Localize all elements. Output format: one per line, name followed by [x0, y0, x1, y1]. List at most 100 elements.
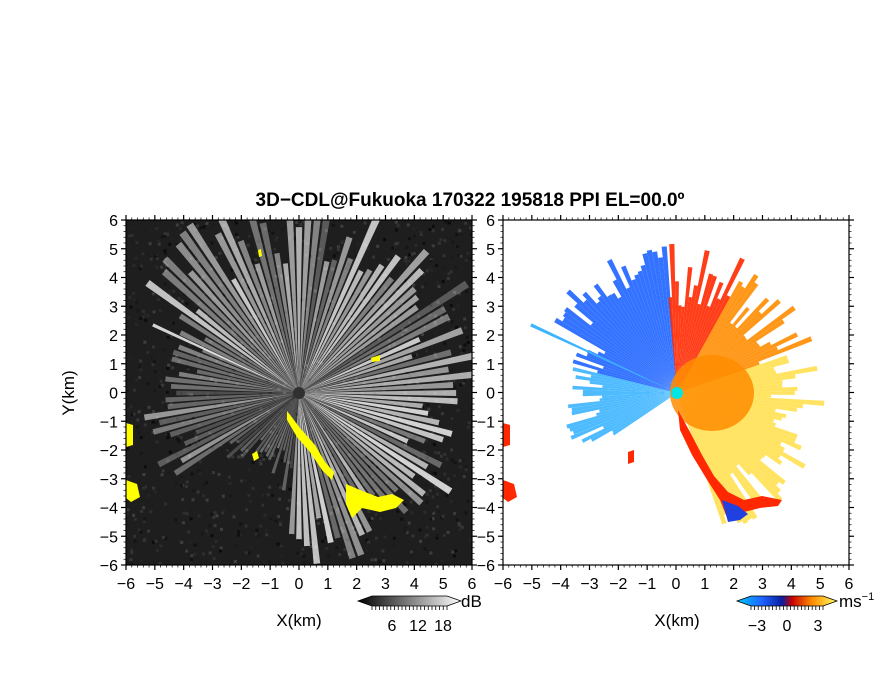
- snr-noise-speckle: [444, 292, 448, 296]
- snr-noise-speckle: [401, 328, 405, 332]
- snr-noise-speckle: [443, 341, 447, 345]
- snr-noise-speckle: [240, 444, 244, 448]
- velocity-colorbar: ms−1 −3 0 3: [735, 591, 874, 635]
- snr-noise-speckle: [189, 561, 193, 565]
- snr-noise-speckle: [226, 365, 230, 369]
- snr-noise-speckle: [291, 395, 295, 399]
- snr-noise-speckle: [204, 529, 208, 533]
- snr-noise-speckle: [227, 320, 231, 324]
- snr-noise-speckle: [179, 272, 183, 276]
- snr-noise-speckle: [142, 486, 146, 490]
- snr-noise-speckle: [423, 510, 427, 514]
- snr-noise-speckle: [455, 518, 459, 522]
- snr-noise-speckle: [155, 257, 159, 261]
- snr-noise-speckle: [458, 523, 462, 527]
- snr-noise-speckle: [348, 367, 352, 371]
- velocity-approaching-ray: [602, 385, 677, 393]
- snr-echo-ray: [186, 222, 299, 393]
- snr-echo-ray: [143, 393, 299, 421]
- snr-noise-speckle: [146, 251, 150, 255]
- snr-yellow-band: [287, 411, 334, 480]
- snr-noise-speckle: [155, 265, 159, 269]
- snr-noise-speckle: [425, 492, 429, 496]
- snr-noise-speckle: [133, 388, 137, 392]
- snr-noise-speckle: [251, 324, 255, 328]
- snr-noise-speckle: [168, 242, 172, 246]
- snr-noise-speckle: [152, 410, 156, 414]
- snr-colorbar-tick-label-18: 18: [434, 618, 452, 635]
- snr-noise-speckle: [364, 375, 368, 379]
- snr-noise-speckle: [302, 365, 306, 369]
- snr-noise-speckle: [202, 483, 206, 487]
- snr-noise-speckle: [373, 377, 377, 381]
- snr-xtick-label: 3: [381, 576, 390, 593]
- snr-noise-speckle: [265, 377, 269, 381]
- velocity-ytick-label: 4: [486, 271, 495, 288]
- snr-noise-speckle: [437, 284, 441, 288]
- velocity-approaching-ray: [607, 294, 677, 393]
- snr-noise-speckle: [146, 350, 150, 354]
- snr-noise-speckle: [436, 505, 440, 509]
- snr-noise-speckle: [470, 457, 472, 461]
- snr-noise-speckle: [331, 505, 335, 509]
- snr-noise-speckle: [320, 378, 324, 382]
- snr-noise-speckle: [206, 532, 210, 536]
- snr-noise-speckle: [163, 282, 167, 286]
- snr-echo-ray: [299, 220, 312, 393]
- snr-noise-speckle: [280, 459, 284, 463]
- snr-noise-speckle: [329, 246, 333, 250]
- snr-noise-speckle: [144, 318, 148, 322]
- snr-noise-speckle: [253, 369, 257, 373]
- snr-noise-speckle: [284, 311, 288, 315]
- snr-noise-speckle: [212, 422, 216, 426]
- snr-noise-speckle: [463, 317, 467, 321]
- snr-noise-speckle: [461, 381, 465, 385]
- snr-noise-speckle: [259, 291, 263, 295]
- snr-noise-speckle: [439, 306, 443, 310]
- snr-noise-speckle: [462, 348, 466, 352]
- velocity-xtick-label: −5: [523, 576, 541, 593]
- snr-noise-speckle: [163, 249, 167, 253]
- snr-noise-speckle: [449, 303, 453, 307]
- snr-noise-speckle: [408, 321, 412, 325]
- snr-noise-speckle: [141, 309, 145, 313]
- snr-noise-speckle: [392, 543, 396, 547]
- snr-noise-speckle: [192, 488, 196, 492]
- snr-noise-speckle: [136, 418, 140, 422]
- snr-noise-speckle: [445, 318, 449, 322]
- snr-noise-speckle: [370, 460, 374, 464]
- snr-noise-speckle: [338, 553, 342, 557]
- snr-echo-ray: [175, 241, 299, 393]
- snr-noise-speckle: [279, 417, 283, 421]
- snr-noise-speckle: [143, 465, 147, 469]
- snr-noise-speckle: [365, 455, 369, 459]
- snr-noise-speckle: [183, 244, 187, 248]
- snr-noise-speckle: [425, 456, 429, 460]
- snr-noise-speckle: [211, 324, 215, 328]
- snr-noise-speckle: [435, 536, 439, 540]
- snr-noise-speckle: [141, 433, 145, 437]
- snr-echo-ray: [299, 393, 399, 493]
- snr-noise-speckle: [372, 255, 376, 259]
- snr-noise-speckle: [448, 379, 452, 383]
- snr-noise-speckle: [126, 408, 130, 412]
- snr-noise-speckle: [244, 551, 248, 555]
- snr-noise-speckle: [441, 514, 445, 518]
- snr-noise-speckle: [157, 226, 161, 230]
- snr-noise-speckle: [352, 230, 356, 234]
- velocity-receding-ray: [675, 281, 679, 393]
- snr-noise-speckle: [126, 508, 130, 512]
- snr-noise-speckle: [223, 379, 227, 383]
- snr-noise-speckle: [444, 220, 448, 224]
- snr-noise-speckle: [401, 304, 405, 308]
- snr-noise-speckle: [279, 520, 283, 524]
- snr-noise-speckle: [384, 286, 388, 290]
- snr-noise-speckle: [245, 359, 249, 363]
- snr-noise-speckle: [309, 541, 313, 545]
- snr-noise-speckle: [189, 320, 193, 324]
- snr-noise-speckle: [268, 390, 272, 394]
- snr-echo-ray: [299, 337, 421, 393]
- snr-echo-ray: [299, 220, 321, 393]
- snr-noise-speckle: [431, 517, 435, 521]
- snr-noise-speckle: [242, 315, 246, 319]
